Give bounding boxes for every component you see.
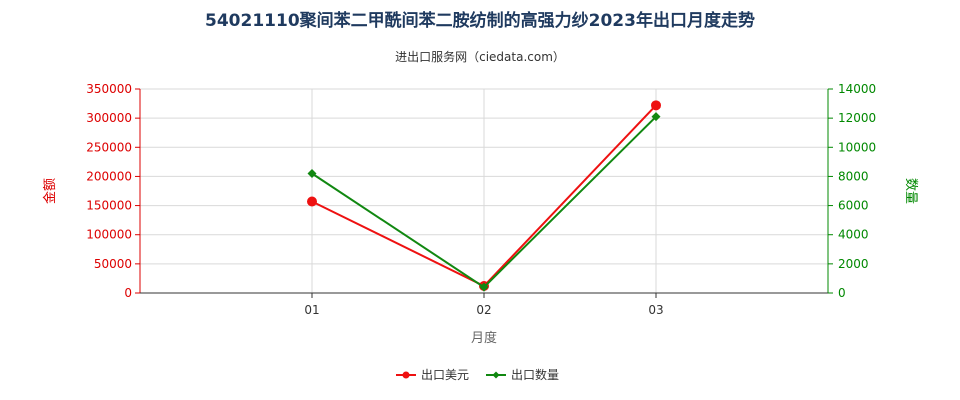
chart-title: 54021110聚间苯二甲酰间苯二胺纺制的高强力纱2023年出口月度走势 [205,10,755,31]
y-right-tick-label-6: 12000 [838,111,876,125]
legend-label-0: 出口美元 [421,368,469,382]
y-right-tick-label-4: 8000 [838,169,869,183]
series-1-point-1 [479,282,489,292]
series-layer [307,100,661,292]
y-left-tick-label-0: 0 [124,286,132,300]
y-right-tick-label-2: 4000 [838,228,869,242]
y-right-tick-label-5: 10000 [838,140,876,154]
series-0-point-2 [651,100,661,111]
axis-layer: 0500001000001500002000002500003000003500… [42,82,918,346]
x-axis-title: 月度 [471,330,497,346]
legend: 出口美元 出口数量 [396,367,559,382]
series-1-point-0 [307,169,317,179]
y-left-tick-label-7: 350000 [86,82,132,96]
series-1-point-2 [651,112,661,122]
x-tick-label-2: 03 [648,303,663,317]
y-right-tick-label-1: 2000 [838,257,869,271]
y-left-axis-title: 金额 [42,178,58,204]
series-0-point-0 [307,196,317,207]
legend-marker-1 [492,371,500,379]
legend-marker-0 [402,371,410,379]
y-left-tick-label-6: 300000 [86,111,132,125]
y-left-tick-label-4: 200000 [86,169,132,183]
y-left-tick-label-2: 100000 [86,228,132,242]
y-right-tick-label-7: 14000 [838,82,876,96]
legend-label-1: 出口数量 [511,367,559,382]
grid-layer [140,88,829,294]
y-right-tick-label-3: 6000 [838,199,869,213]
x-tick-label-1: 02 [476,303,491,317]
y-right-tick-label-0: 0 [838,286,846,300]
y-left-tick-label-3: 150000 [86,199,132,213]
chart-subtitle: 进出口服务网（ciedata.com） [395,49,565,64]
y-right-axis-title: 数量 [903,178,918,204]
y-left-tick-label-1: 50000 [94,257,132,271]
y-left-tick-label-5: 250000 [86,140,132,154]
x-tick-label-0: 01 [304,303,319,317]
